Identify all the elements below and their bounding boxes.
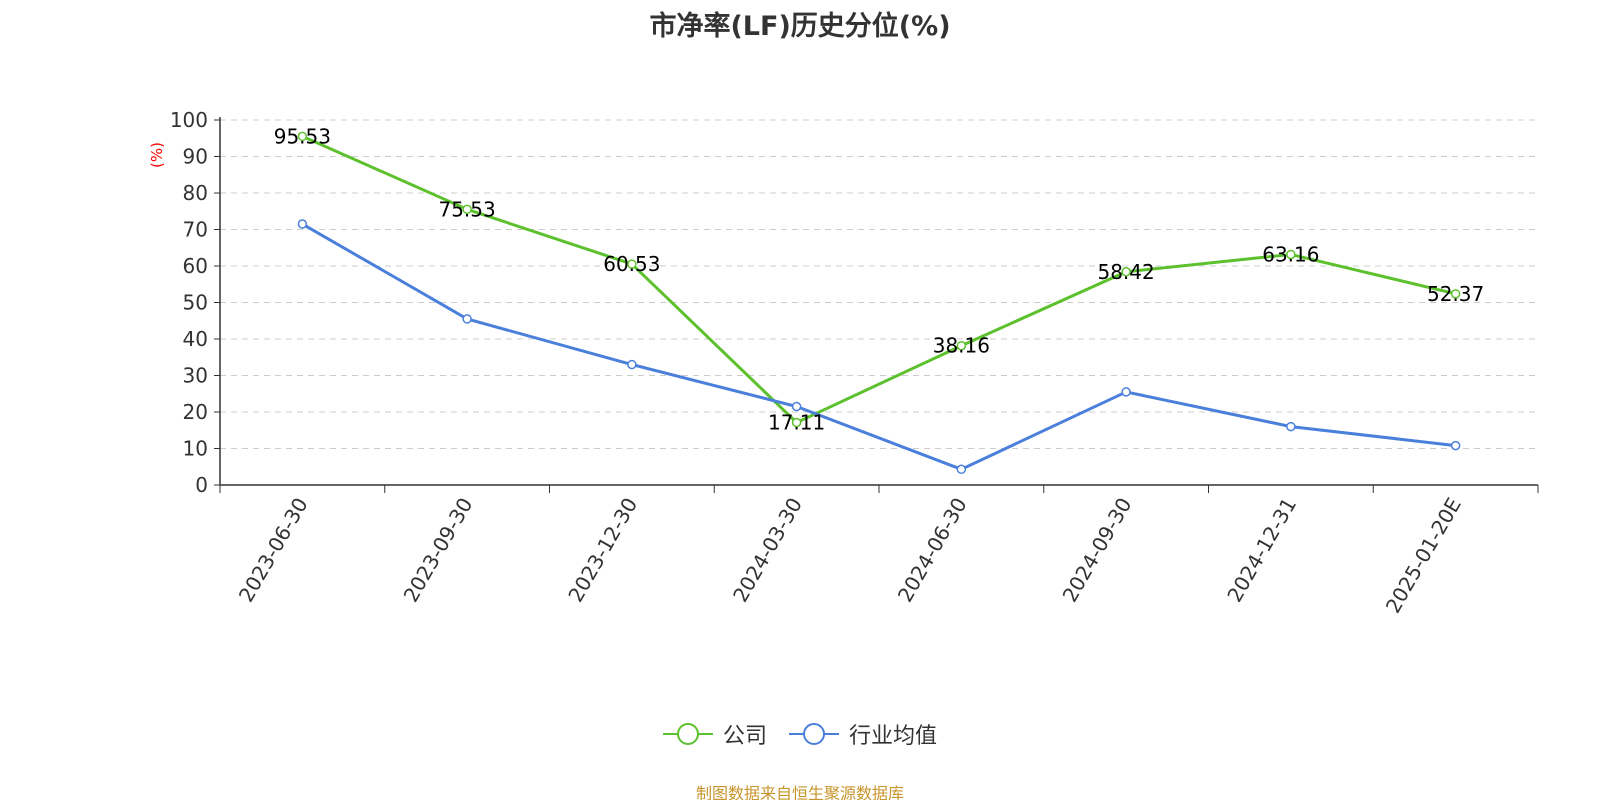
- data-labels: 95.53 75.53 60.53 17.11 38.16 58.42 63.16 52.37: [274, 124, 1485, 434]
- grid-lines: [220, 119, 1538, 449]
- x-tick-label: 2023-06-30: [234, 494, 313, 607]
- y-tick-label: 80: [183, 181, 208, 205]
- data-label-company: 75.53: [438, 197, 495, 221]
- data-point-company[interactable]: [627, 259, 637, 269]
- x-tick-label: 2024-12-31: [1222, 494, 1301, 607]
- data-label-company: 63.16: [1262, 242, 1319, 266]
- data-point-industry[interactable]: [1450, 440, 1461, 451]
- data-point-company[interactable]: [956, 340, 967, 351]
- data-label-company: 52.37: [1427, 282, 1484, 306]
- data-label-company: 95.53: [274, 124, 331, 148]
- y-axis-label: (%): [148, 142, 166, 168]
- data-point-company[interactable]: [462, 204, 472, 215]
- chart-title: 市净率(LF)历史分位(%): [649, 11, 951, 42]
- legend-swatch-company-icon: [662, 723, 713, 745]
- y-tick-label: 70: [183, 218, 208, 242]
- data-point-company[interactable]: [791, 417, 802, 428]
- data-label-company: 60.53: [603, 252, 660, 276]
- y-tick-label: 40: [183, 327, 208, 351]
- y-tick-label: 90: [183, 145, 208, 169]
- legend: 公司 行业均值: [0, 718, 1600, 750]
- series-lines: [297, 131, 1461, 475]
- legend-label-company: 公司: [722, 724, 767, 749]
- x-tick-label: 2024-09-30: [1058, 494, 1137, 607]
- y-tick-label: 30: [183, 364, 208, 388]
- legend-label-industry: 行业均值: [849, 724, 938, 749]
- y-tick-label: 50: [183, 291, 208, 315]
- legend-item-industry[interactable]: 行业均值: [789, 718, 937, 750]
- source-note: 制图数据来自恒生聚源数据库: [695, 784, 904, 800]
- data-point-company[interactable]: [1450, 289, 1461, 299]
- legend-item-company[interactable]: 公司: [662, 718, 767, 750]
- y-tick-label: 100: [170, 108, 208, 132]
- line-chart: 0 10 20 30 40 50 60 70 80 90 100(%) 2023-06-30 2023-…: [148, 108, 1539, 618]
- y-tick-label: 0: [195, 473, 208, 497]
- data-point-industry[interactable]: [297, 219, 308, 229]
- y-tick-label: 60: [183, 254, 208, 278]
- data-point-company[interactable]: [1286, 249, 1296, 260]
- data-label-company: 38.16: [933, 334, 990, 358]
- x-tick-label: 2024-03-30: [728, 494, 807, 607]
- data-point-company[interactable]: [297, 131, 308, 142]
- data-label-company: 17.11: [768, 411, 825, 435]
- data-point-industry[interactable]: [627, 359, 637, 370]
- data-label-company: 58.42: [1097, 260, 1154, 284]
- x-tick-label: 2023-12-30: [563, 494, 642, 607]
- y-tick-label: 20: [183, 400, 208, 424]
- data-point-industry[interactable]: [791, 401, 802, 412]
- x-tick-label: 2025-01-20E: [1381, 494, 1466, 618]
- legend-swatch-industry-icon: [789, 723, 839, 745]
- data-point-industry[interactable]: [1286, 421, 1296, 432]
- series-line-company: [301, 134, 1456, 425]
- y-tick-label: 10: [183, 437, 208, 461]
- data-point-industry[interactable]: [1121, 387, 1131, 397]
- x-tick-label: 2024-06-30: [893, 494, 972, 607]
- data-point-company[interactable]: [1121, 267, 1131, 277]
- axes: 0 10 20 30 40 50 60 70 80 90 100(%) 2023-06-30 2023-…: [148, 108, 1539, 618]
- x-tick-label: 2023-09-30: [399, 494, 478, 607]
- series-line-industry: [301, 222, 1456, 471]
- data-point-industry[interactable]: [462, 314, 472, 324]
- data-point-industry[interactable]: [956, 464, 967, 475]
